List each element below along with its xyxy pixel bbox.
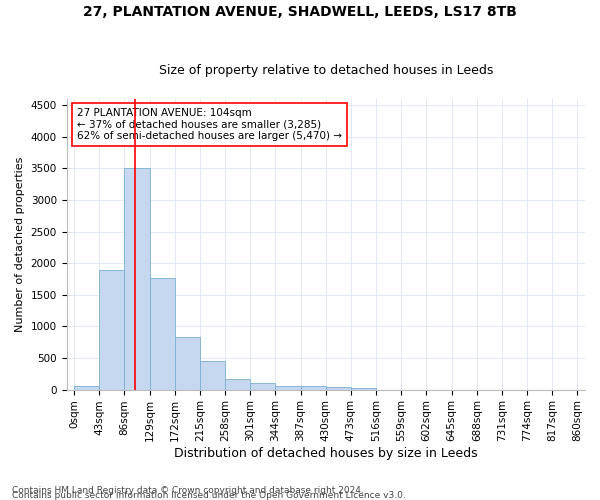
Bar <box>124 168 149 390</box>
Text: Contains HM Land Registry data © Crown copyright and database right 2024.: Contains HM Land Registry data © Crown c… <box>12 486 364 495</box>
Bar <box>275 386 301 390</box>
Bar <box>326 387 351 390</box>
Title: Size of property relative to detached houses in Leeds: Size of property relative to detached ho… <box>158 64 493 77</box>
X-axis label: Distribution of detached houses by size in Leeds: Distribution of detached houses by size … <box>174 447 478 460</box>
Bar <box>351 388 376 390</box>
Bar <box>149 278 175 390</box>
Bar <box>175 337 200 390</box>
Y-axis label: Number of detached properties: Number of detached properties <box>15 156 25 332</box>
Text: 27 PLANTATION AVENUE: 104sqm
← 37% of detached houses are smaller (3,285)
62% of: 27 PLANTATION AVENUE: 104sqm ← 37% of de… <box>77 108 342 141</box>
Bar <box>301 386 326 390</box>
Bar <box>200 361 225 390</box>
Text: Contains public sector information licensed under the Open Government Licence v3: Contains public sector information licen… <box>12 491 406 500</box>
Bar <box>225 379 250 390</box>
Bar <box>250 384 275 390</box>
Bar <box>99 270 124 390</box>
Text: 27, PLANTATION AVENUE, SHADWELL, LEEDS, LS17 8TB: 27, PLANTATION AVENUE, SHADWELL, LEEDS, … <box>83 5 517 19</box>
Bar <box>74 386 99 390</box>
